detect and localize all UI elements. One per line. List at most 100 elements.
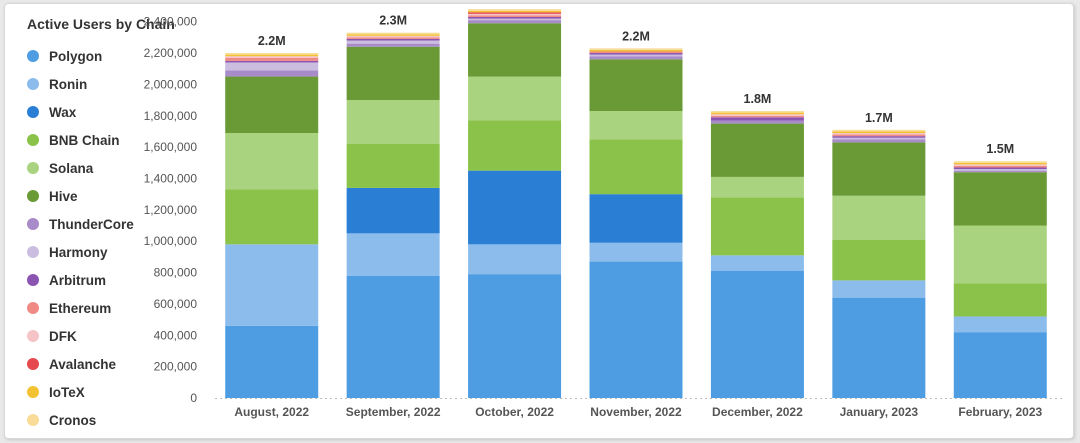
- legend-item-solana[interactable]: Solana: [27, 154, 134, 182]
- legend-swatch: [27, 330, 39, 342]
- bar-segment-harmony: [832, 137, 926, 140]
- bar-total-label: 2.2M: [622, 29, 650, 43]
- legend-item-avalanche[interactable]: Avalanche: [27, 350, 134, 378]
- legend-item-cronos[interactable]: Cronos: [27, 406, 134, 434]
- chart-card: Active Users by Chain Polygon Ronin Wax BNB…: [4, 3, 1074, 439]
- bar-segment-bnb-chain: [710, 197, 804, 256]
- bar-segment-polygon: [225, 325, 319, 398]
- legend-swatch: [27, 162, 39, 174]
- bar-segment-ronin: [832, 280, 926, 298]
- bar-segment-ronin: [953, 316, 1047, 333]
- bar-segment-hive: [953, 172, 1047, 226]
- legend-swatch: [27, 302, 39, 314]
- legend-item-ronin[interactable]: Ronin: [27, 70, 134, 98]
- y-tick-label: 1,000,000: [144, 234, 198, 248]
- legend-swatch: [27, 218, 39, 230]
- legend-item-bnb-chain[interactable]: BNB Chain: [27, 126, 134, 154]
- legend-label: Wax: [49, 104, 77, 120]
- bar-segment-thundercore: [953, 170, 1047, 173]
- bar-segment-bnb-chain: [589, 139, 683, 195]
- x-tick-label: December, 2022: [712, 405, 803, 419]
- bar-segment-bnb-chain: [346, 143, 440, 188]
- bar-segment-bnb-chain: [953, 283, 1047, 317]
- bar-segment-avalanche: [468, 12, 562, 14]
- bar-total-label: 1.8M: [744, 92, 772, 106]
- bar-segment-ethereum: [346, 37, 440, 39]
- x-tick-label: January, 2023: [840, 405, 919, 419]
- legend-swatch: [27, 190, 39, 202]
- y-tick-label: 1,600,000: [144, 140, 198, 154]
- legend-item-hive[interactable]: Hive: [27, 182, 134, 210]
- bar-total-label: 1.7M: [865, 111, 893, 125]
- legend-item-dfk[interactable]: DFK: [27, 322, 134, 350]
- legend-swatch: [27, 358, 39, 370]
- bar-segment-thundercore: [225, 70, 319, 77]
- bar-chart: 0 200,000 400,000 600,000 800,000 1,000,000 1,…: [144, 4, 1065, 419]
- legend-swatch: [27, 78, 39, 90]
- bar-segment-dfk: [710, 114, 804, 116]
- legend-item-harmony[interactable]: Harmony: [27, 238, 134, 266]
- legend-label: Ronin: [49, 76, 88, 92]
- legend-swatch: [27, 414, 39, 426]
- bar-segment-solana: [953, 225, 1047, 284]
- bar-segment-thundercore: [589, 56, 683, 60]
- legend-item-thundercore[interactable]: ThunderCore: [27, 210, 134, 238]
- bar-segment-harmony: [589, 54, 683, 57]
- bar-segment-ethereum: [468, 15, 562, 17]
- y-tick-label: 200,000: [154, 360, 198, 374]
- bar-segment-arbitrum: [225, 60, 319, 63]
- bar-total-label: 1.5M: [986, 142, 1014, 156]
- bar-segment-cronos: [710, 111, 804, 113]
- bar-segment-harmony: [225, 62, 319, 71]
- legend-item-iotex[interactable]: IoTeX: [27, 378, 134, 406]
- legend-item-ethereum[interactable]: Ethereum: [27, 294, 134, 322]
- bar-segment-ethereum: [953, 165, 1047, 168]
- y-tick-label: 1,800,000: [144, 109, 198, 123]
- bar-segment-ethereum: [225, 57, 319, 61]
- legend-swatch: [27, 246, 39, 258]
- bar-segment-arbitrum: [468, 16, 562, 19]
- bar-segment-dfk: [468, 13, 562, 16]
- y-tick-label: 800,000: [154, 266, 198, 280]
- y-tick-label: 0: [190, 391, 197, 405]
- bar-segment-bnb-chain: [225, 189, 319, 245]
- legend-swatch: [27, 134, 39, 146]
- bar-segment-harmony: [468, 18, 562, 21]
- legend-label: DFK: [49, 328, 77, 344]
- bar-segment-hive: [225, 76, 319, 134]
- bar-segment-dfk: [832, 133, 926, 135]
- bar-segment-thundercore: [468, 20, 562, 24]
- bar-segment-polygon: [832, 297, 926, 398]
- legend-label: Avalanche: [49, 356, 117, 372]
- y-tick-label: 2,200,000: [144, 46, 198, 60]
- legend-item-arbitrum[interactable]: Arbitrum: [27, 266, 134, 294]
- bar-segment-cronos: [589, 48, 683, 50]
- legend-swatch: [27, 106, 39, 118]
- bar-segment-hive: [589, 59, 683, 112]
- legend-item-wax[interactable]: Wax: [27, 98, 134, 126]
- x-tick-label: September, 2022: [346, 405, 441, 419]
- bar-segment-cronos: [346, 32, 440, 35]
- bar-segment-solana: [225, 133, 319, 190]
- bar-segment-arbitrum: [589, 53, 683, 55]
- chart-title: Active Users by Chain: [27, 16, 175, 32]
- bar-segment-iotex: [468, 10, 562, 13]
- bar-segment-wax: [468, 170, 562, 245]
- bar-segment-cronos: [468, 9, 562, 11]
- legend-label: Cronos: [49, 412, 97, 428]
- bar-total-label: 2.3M: [379, 14, 407, 28]
- legend-label: Arbitrum: [49, 272, 106, 288]
- legend-label: Hive: [49, 188, 78, 204]
- y-tick-label: 1,400,000: [144, 171, 198, 185]
- bar-segment-dfk: [346, 35, 440, 38]
- bar-segment-arbitrum: [710, 117, 804, 121]
- legend-label: Solana: [49, 160, 94, 176]
- bar-segment-arbitrum: [832, 136, 926, 138]
- bar-segment-arbitrum: [346, 38, 440, 41]
- y-tick-label: 1,200,000: [144, 203, 198, 217]
- legend-item-polygon[interactable]: Polygon: [27, 42, 134, 70]
- bar-segment-ronin: [468, 244, 562, 275]
- legend-label: BNB Chain: [49, 132, 120, 148]
- bar-segment-polygon: [346, 275, 440, 398]
